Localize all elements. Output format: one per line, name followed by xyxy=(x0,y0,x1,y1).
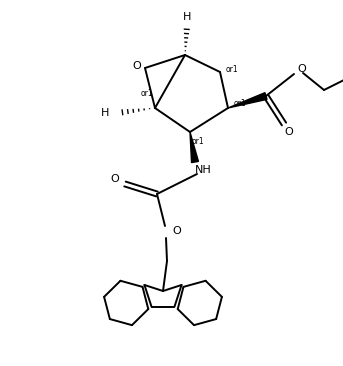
Text: or1: or1 xyxy=(226,64,238,74)
Polygon shape xyxy=(228,93,267,108)
Text: O: O xyxy=(173,226,181,236)
Text: O: O xyxy=(133,61,141,71)
Text: NH: NH xyxy=(194,165,211,175)
Text: O: O xyxy=(111,174,119,184)
Text: or1: or1 xyxy=(192,138,204,146)
Text: H: H xyxy=(183,12,191,22)
Polygon shape xyxy=(190,132,199,163)
Text: O: O xyxy=(285,127,293,137)
Text: O: O xyxy=(298,64,306,74)
Text: or1: or1 xyxy=(141,90,153,98)
Text: H: H xyxy=(101,108,109,118)
Text: or1: or1 xyxy=(234,98,246,108)
